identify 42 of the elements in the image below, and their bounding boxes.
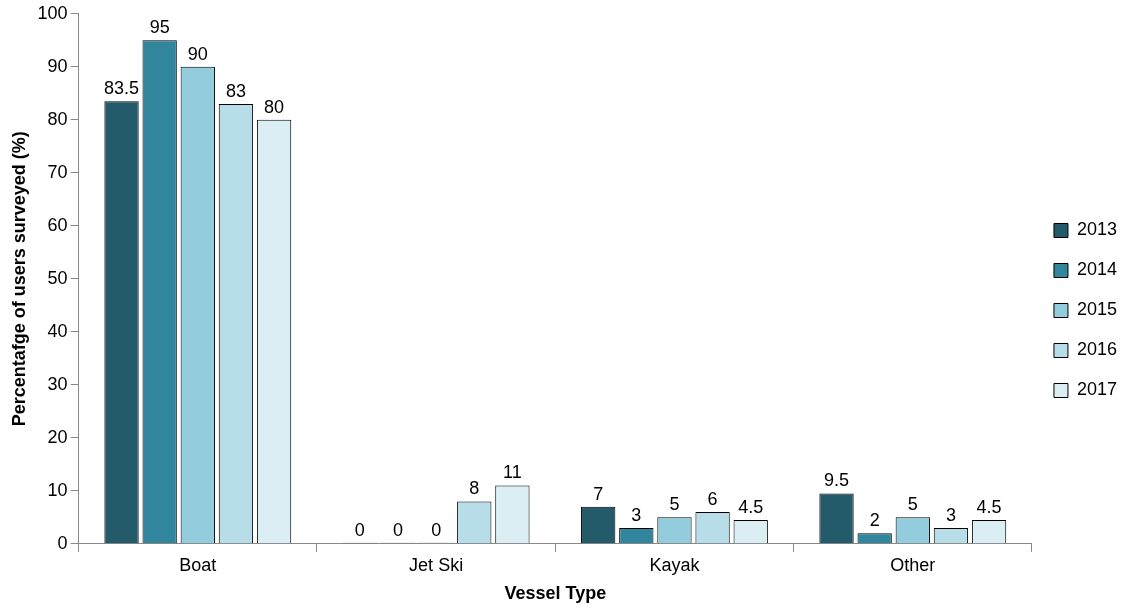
y-tick-label: 50 — [47, 267, 68, 288]
y-tick-label: 20 — [47, 426, 68, 447]
data-label: 2 — [869, 510, 880, 531]
y-tick-label: 90 — [47, 55, 68, 76]
y-tick-label: 40 — [47, 320, 68, 341]
legend-label: 2014 — [1076, 259, 1117, 280]
y-tick-label: 30 — [47, 373, 68, 394]
data-label: 9.5 — [824, 470, 850, 491]
data-label: 6 — [707, 488, 718, 509]
data-label: 0 — [431, 519, 442, 540]
data-label: 5 — [907, 494, 918, 515]
legend-label: 2015 — [1076, 299, 1117, 320]
x-tick-label: Other — [890, 554, 936, 575]
data-label: 80 — [264, 96, 285, 117]
data-label: 3 — [945, 504, 956, 525]
x-tick-label: Kayak — [649, 554, 701, 575]
data-label: 0 — [354, 519, 365, 540]
x-tick-label: Boat — [179, 554, 217, 575]
y-tick-label: 80 — [47, 108, 68, 129]
x-tick-label: Jet Ski — [409, 554, 464, 575]
legend-label: 2016 — [1076, 339, 1117, 360]
y-tick-label: 0 — [57, 532, 68, 553]
data-label: 90 — [187, 43, 208, 64]
data-label: 5 — [669, 494, 680, 515]
data-label: 0 — [392, 519, 403, 540]
data-label: 3 — [631, 504, 642, 525]
y-tick-label: 100 — [37, 2, 68, 23]
data-label: 8 — [469, 478, 480, 499]
x-axis-title: Vessel Type — [504, 583, 607, 604]
data-label: 4.5 — [976, 496, 1002, 517]
data-label: 11 — [503, 462, 522, 483]
data-label: 95 — [149, 17, 170, 38]
data-label: 83 — [225, 80, 246, 101]
y-tick-label: 70 — [47, 161, 68, 182]
legend-label: 2013 — [1076, 219, 1117, 240]
y-tick-label: 10 — [47, 479, 68, 500]
data-label: 83.5 — [104, 78, 140, 99]
y-tick-label: 60 — [47, 214, 68, 235]
data-label: 7 — [593, 483, 604, 504]
legend-label: 2017 — [1076, 379, 1117, 400]
y-axis-title: Percentafge of users surveyed (%) — [8, 131, 29, 427]
data-label: 4.5 — [738, 496, 764, 517]
